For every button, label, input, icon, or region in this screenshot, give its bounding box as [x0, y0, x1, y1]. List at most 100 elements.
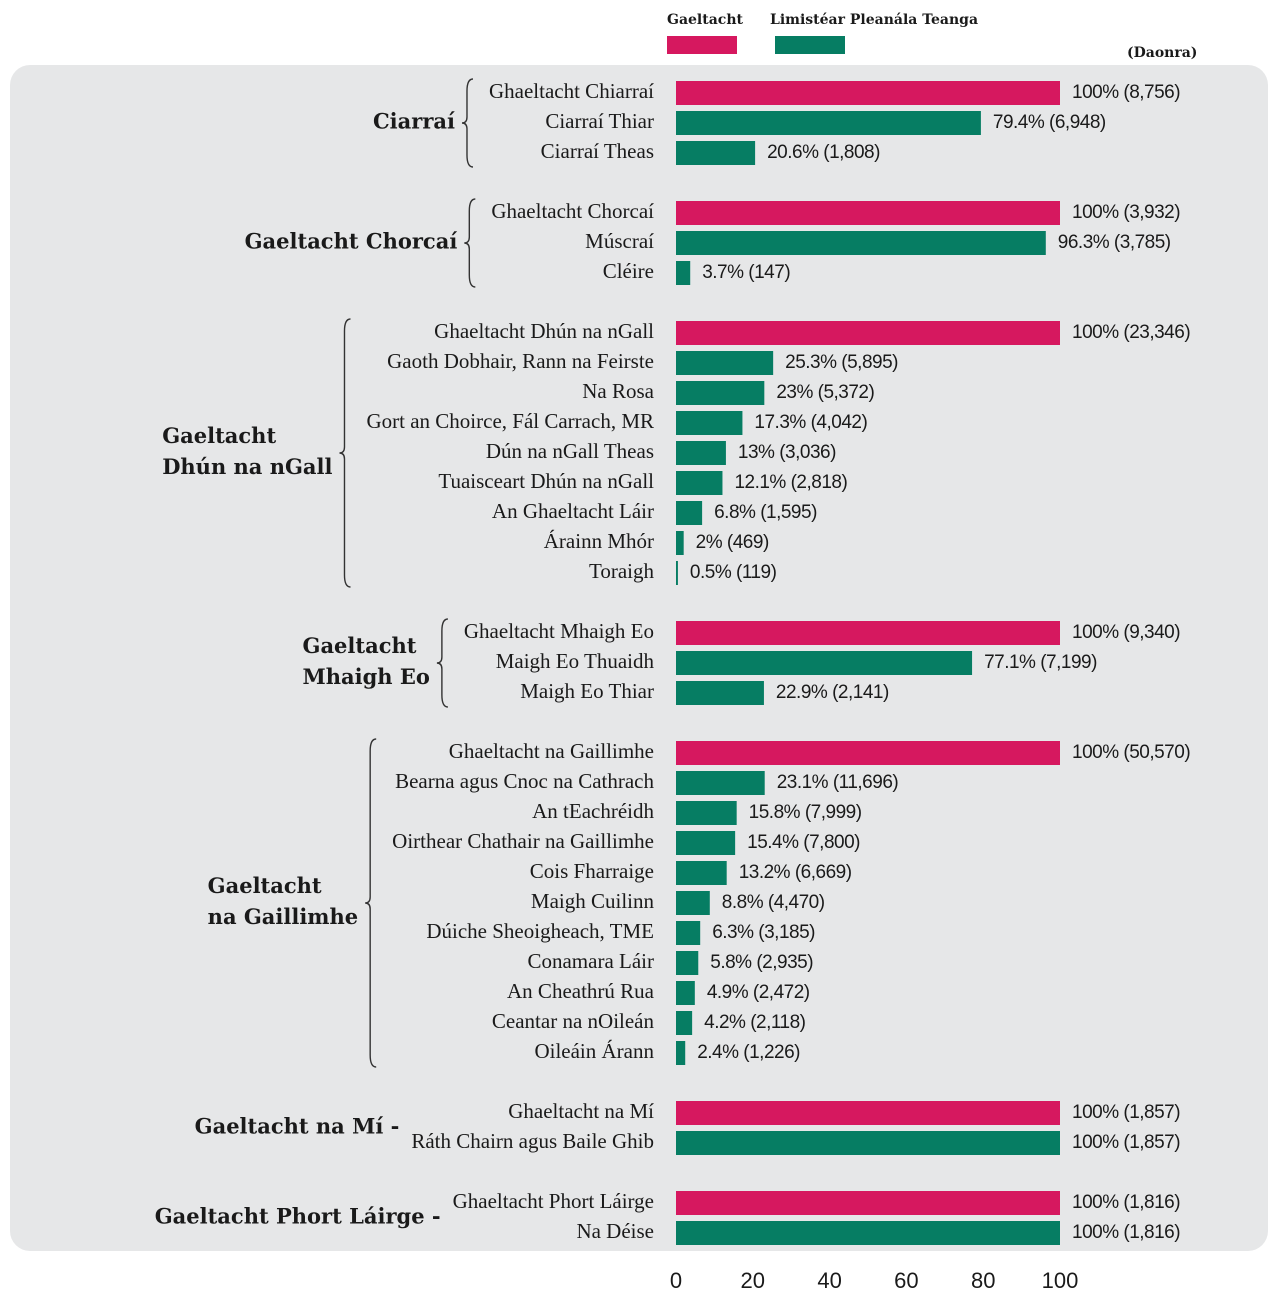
- row-label: Cois Fharraige: [530, 859, 654, 883]
- bar: [676, 381, 765, 405]
- value-label: 12.1% (2,818): [734, 472, 847, 493]
- row-label: Árainn Mhór: [544, 529, 654, 553]
- value-label: 15.8% (7,999): [749, 802, 862, 823]
- bar: [676, 681, 764, 705]
- bar: [676, 1101, 1060, 1125]
- value-label: 4.9% (2,472): [707, 982, 810, 1003]
- value-label: 13% (3,036): [738, 442, 836, 463]
- value-label: 96.3% (3,785): [1058, 232, 1171, 253]
- legend-label: Gaeltacht: [667, 12, 743, 28]
- bar: [676, 441, 726, 465]
- value-label: 100% (8,756): [1072, 82, 1180, 103]
- bar: [676, 1221, 1060, 1245]
- x-tick-label: 80: [971, 1268, 995, 1293]
- row-label: Ciarraí Theas: [541, 139, 654, 163]
- value-label: 100% (3,932): [1072, 202, 1180, 223]
- row-label: Maigh Cuilinn: [531, 889, 655, 913]
- bar: [676, 321, 1060, 345]
- row-label: Ráth Chairn agus Baile Ghib: [411, 1129, 654, 1153]
- brace: [436, 618, 448, 708]
- value-label: 100% (1,857): [1072, 1102, 1180, 1123]
- value-label: 2.4% (1,226): [697, 1042, 800, 1063]
- row-label: Oileáin Árann: [534, 1039, 654, 1063]
- row-label: Ghaeltacht Chorcaí: [491, 199, 654, 223]
- row-label: Ghaeltacht Chiarraí: [489, 79, 654, 103]
- row-label: Tuaisceart Dhún na nGall: [438, 469, 654, 493]
- x-tick-label: 0: [670, 1268, 682, 1293]
- value-label: 23.1% (11,696): [777, 772, 899, 793]
- row-label: Na Rosa: [582, 379, 654, 403]
- group-label: Gaeltacht Phort Láirge -: [155, 1204, 441, 1229]
- bar: [676, 861, 727, 885]
- bar: [676, 1191, 1060, 1215]
- value-label: 100% (1,816): [1072, 1192, 1180, 1213]
- value-label: 100% (23,346): [1072, 322, 1190, 343]
- value-label: 100% (1,857): [1072, 1132, 1180, 1153]
- bar: [676, 411, 743, 435]
- value-label: 77.1% (7,199): [984, 652, 1097, 673]
- brace: [464, 198, 476, 288]
- group-label: Ciarraí: [373, 109, 455, 134]
- x-tick-label: 20: [741, 1268, 765, 1293]
- row-label: Ghaeltacht Dhún na nGall: [434, 319, 654, 343]
- bar: [676, 81, 1060, 105]
- row-label: Ghaeltacht na Gaillimhe: [449, 739, 654, 763]
- group-label: Mhaigh Eo: [303, 664, 430, 689]
- bar: [676, 891, 710, 915]
- row-label: Conamara Láir: [527, 949, 654, 973]
- row-label: Ghaeltacht Mhaigh Eo: [464, 619, 654, 643]
- row-label: Ciarraí Thiar: [545, 109, 654, 133]
- bar: [676, 531, 684, 555]
- value-label: 13.2% (6,669): [739, 862, 852, 883]
- value-label: 3.7% (147): [702, 262, 790, 283]
- group-label: Gaeltacht: [162, 423, 276, 448]
- row-label: Gort an Choirce, Fál Carrach, MR: [366, 409, 654, 433]
- value-label: 6.3% (3,185): [712, 922, 815, 943]
- row-label: An Cheathrú Rua: [507, 979, 655, 1003]
- value-label: 4.2% (2,118): [704, 1012, 806, 1033]
- group-label: Gaeltacht: [303, 633, 417, 658]
- legend-swatch: [775, 36, 845, 54]
- row-label: Maigh Eo Thiar: [520, 679, 654, 703]
- value-label: 100% (9,340): [1072, 622, 1180, 643]
- value-label: 20.6% (1,808): [767, 142, 880, 163]
- value-label: 2% (469): [696, 532, 769, 553]
- row-label: Cléire: [603, 259, 654, 283]
- bar: [676, 501, 703, 525]
- bar: [676, 771, 765, 795]
- bar: [676, 831, 736, 855]
- bar: [676, 951, 699, 975]
- group-label: Dhún na nGall: [162, 454, 332, 479]
- group-label: Gaeltacht Chorcaí: [245, 229, 458, 254]
- row-label: Ghaeltacht Phort Láirge: [453, 1189, 654, 1213]
- value-label: 6.8% (1,595): [714, 502, 817, 523]
- bar: [676, 651, 973, 675]
- group-label: Gaeltacht: [208, 873, 322, 898]
- row-label: Na Déise: [576, 1219, 654, 1243]
- group-label: na Gaillimhe: [208, 904, 359, 929]
- row-label: Toraigh: [589, 559, 655, 583]
- x-tick-label: 40: [817, 1268, 841, 1293]
- bar: [676, 561, 678, 585]
- x-tick-label: 100: [1042, 1268, 1079, 1293]
- bar: [676, 1041, 686, 1065]
- row-label: Bearna agus Cnoc na Cathrach: [395, 769, 654, 793]
- value-label: 23% (5,372): [776, 382, 874, 403]
- bar: [676, 471, 723, 495]
- bar: [676, 231, 1046, 255]
- legend-swatch: [667, 36, 737, 54]
- row-label: Ghaeltacht na Mí: [508, 1099, 654, 1123]
- value-label: 15.4% (7,800): [747, 832, 860, 853]
- bar: [676, 1131, 1060, 1155]
- row-label: Múscraí: [585, 229, 654, 253]
- bar: [676, 981, 695, 1005]
- row-label: Gaoth Dobhair, Rann na Feirste: [387, 349, 654, 373]
- value-label: 17.3% (4,042): [754, 412, 867, 433]
- value-label: 79.4% (6,948): [993, 112, 1106, 133]
- row-label: Oirthear Chathair na Gaillimhe: [392, 829, 654, 853]
- bar: [676, 201, 1060, 225]
- group-label: Gaeltacht na Mí -: [195, 1114, 400, 1139]
- value-label: 8.8% (4,470): [722, 892, 825, 913]
- value-label: 5.8% (2,935): [710, 952, 813, 973]
